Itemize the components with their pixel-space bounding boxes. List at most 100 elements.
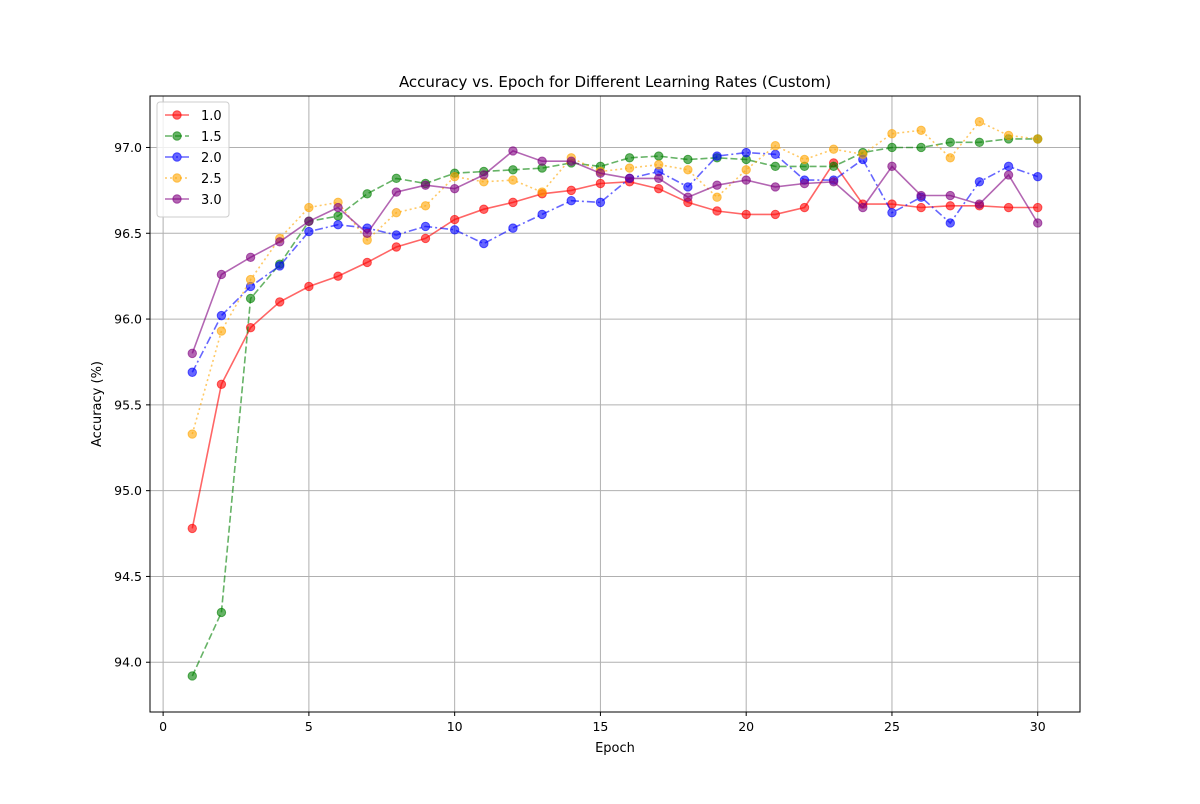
legend: 1.0 1.5 2.0 2.5 3.0 [156,101,230,218]
data-point [187,367,197,377]
legend-label: 2.0 [201,151,222,166]
data-point [945,218,955,228]
data-point [712,180,722,190]
data-point [275,261,285,271]
data-point [216,326,227,336]
data-point [420,221,431,232]
data-point [595,197,606,208]
data-point [449,183,460,194]
x-tick-label: 25 [884,719,900,734]
data-point [245,293,256,304]
data-point [216,607,227,618]
data-point [741,165,751,175]
data-point [741,175,751,185]
legend-item: 2.0 [165,151,222,166]
data-point [245,274,256,285]
data-point [974,137,985,148]
legend-label: 1.5 [201,130,222,145]
x-tick-label: 5 [305,719,313,734]
series-1.0 [187,158,1043,534]
data-point [595,168,606,178]
data-point [945,201,955,211]
data-point [770,209,781,220]
data-point [974,177,985,187]
data-point [1003,170,1014,180]
plot-frame [149,95,1081,713]
data-point [420,233,431,244]
data-point [945,137,955,148]
data-point [624,153,635,163]
data-point [799,178,810,189]
data-point [887,142,897,153]
data-point [508,165,518,175]
grid [150,96,1080,712]
data-point [683,154,693,165]
data-point [770,149,781,160]
data-point [1033,171,1043,182]
data-point [916,190,926,201]
data-point [741,209,751,220]
data-point [391,230,402,240]
series-line [191,161,1038,529]
legend-item: 1.0 [165,109,222,124]
data-point [741,147,751,158]
legend-marker [172,152,182,162]
data-point [245,252,256,262]
data-point [1003,202,1014,213]
data-point [187,523,197,534]
legend-marker [172,110,182,120]
data-point [1003,161,1014,172]
data-point [887,161,897,172]
x-tick-label: 30 [1030,719,1046,734]
data-point [508,146,518,156]
data-point [828,161,839,172]
data-point [654,151,664,161]
data-point [187,671,197,681]
data-point [333,219,343,230]
data-point [362,189,372,199]
data-point [916,202,926,213]
legend-marker [172,173,182,183]
data-point [449,214,460,225]
data-point [508,175,518,185]
data-point [420,201,431,211]
y-axis-label: Accuracy (%) [90,361,105,447]
data-point [887,207,897,218]
data-point [304,281,314,292]
series-line [191,151,1038,373]
data-point [799,154,810,165]
data-point [391,173,402,184]
data-point [566,185,576,196]
data-point [712,151,722,161]
data-point [391,242,402,252]
data-point [304,202,314,213]
data-point [770,161,781,172]
legend-marker [172,194,182,204]
data-point [537,209,547,220]
data-point [945,190,955,201]
y-tick-label: 94.0 [114,655,142,670]
series-3.0 [187,146,1043,359]
y-tick-label: 95.0 [114,483,142,498]
y-tick-label: 95.5 [114,397,142,412]
legend-item: 3.0 [165,193,222,208]
data-point [654,173,664,184]
data-point [858,149,868,160]
data-point [537,187,547,197]
data-point [1033,202,1043,213]
data-point [391,207,402,218]
data-point [187,429,197,439]
data-point [624,173,635,184]
data-point [683,165,693,175]
x-tick-label: 20 [738,719,754,734]
data-point [1033,134,1043,144]
data-point [362,228,372,238]
data-point [770,182,781,192]
legend-item: 1.5 [165,130,222,145]
legend-label: 2.5 [201,172,222,187]
data-point [333,271,343,281]
data-point [508,223,518,233]
data-point [537,156,547,166]
data-point [216,310,227,321]
